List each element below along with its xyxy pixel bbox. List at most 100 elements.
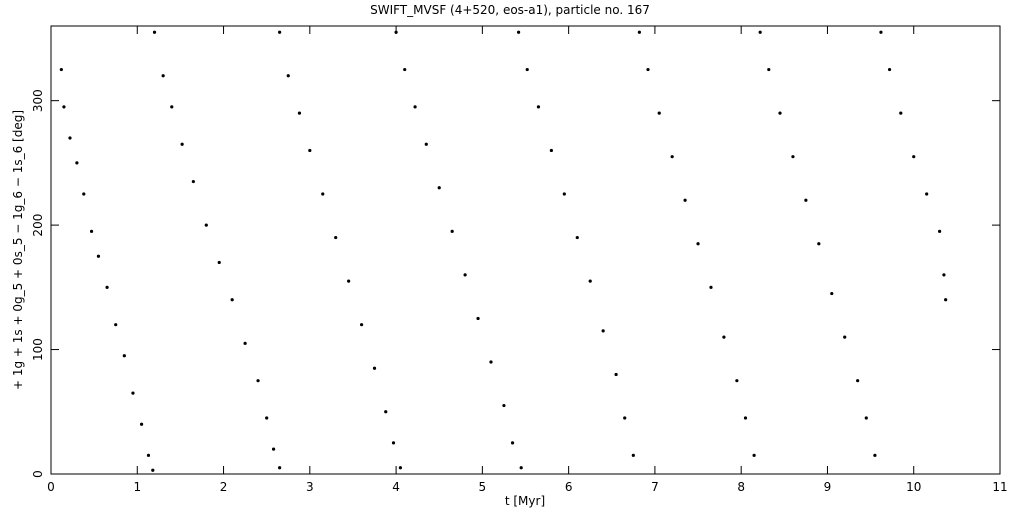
point [256, 379, 260, 383]
point [879, 30, 883, 34]
point [670, 155, 674, 159]
point [82, 192, 86, 196]
point [856, 379, 860, 383]
point [925, 192, 929, 196]
point [575, 235, 579, 240]
point [536, 105, 541, 109]
point [614, 372, 618, 377]
point [297, 111, 302, 115]
y-tick-label: 0 [31, 470, 45, 478]
point [516, 30, 521, 34]
point [151, 468, 155, 472]
point [873, 453, 877, 457]
point [391, 441, 396, 445]
point [646, 67, 650, 72]
point [489, 360, 493, 364]
x-tick-label: 11 [992, 480, 1007, 494]
point [843, 335, 847, 339]
point [271, 447, 276, 451]
point [122, 354, 126, 358]
x-tick-label: 5 [479, 480, 487, 494]
point [899, 111, 903, 115]
point [191, 179, 195, 184]
point [683, 198, 687, 202]
point [778, 111, 782, 115]
x-tick-label: 10 [906, 480, 921, 494]
point [204, 223, 208, 227]
point [105, 285, 109, 289]
point [334, 235, 338, 240]
point [278, 466, 282, 470]
point [450, 229, 454, 233]
point [767, 67, 771, 72]
x-axis-label: t [Myr] [505, 494, 545, 508]
y-tick-label: 300 [31, 89, 45, 112]
point [637, 30, 641, 34]
point [217, 260, 221, 265]
point [476, 316, 480, 321]
point [62, 105, 66, 109]
x-tick-label: 9 [824, 480, 832, 494]
point [588, 279, 592, 283]
point [562, 192, 566, 196]
x-tick-label: 0 [47, 480, 55, 494]
point [623, 416, 627, 420]
point [502, 403, 506, 408]
point [180, 142, 184, 146]
point [631, 453, 635, 457]
point [657, 111, 661, 115]
point [817, 242, 821, 246]
point [942, 273, 946, 277]
point [510, 441, 515, 445]
point [830, 291, 834, 296]
point [139, 422, 144, 426]
point [549, 148, 553, 153]
point [131, 391, 135, 395]
point [96, 254, 101, 258]
point [463, 273, 467, 277]
point [146, 453, 151, 457]
point [161, 74, 165, 78]
point [243, 341, 247, 345]
point [384, 410, 388, 414]
plot-frame [50, 25, 1001, 475]
y-axis-label: + 1g + 1s + 0g_5 + 0s_5 − 1g_6 − 1s_6 [d… [11, 110, 25, 390]
point [170, 105, 174, 109]
point [359, 323, 364, 327]
point [308, 148, 312, 153]
point [398, 466, 403, 470]
point [758, 30, 762, 34]
point [735, 379, 739, 383]
point [804, 198, 808, 202]
point [519, 466, 523, 470]
point [709, 285, 713, 289]
point [89, 229, 94, 233]
point [696, 242, 700, 246]
point [278, 30, 282, 34]
point [59, 67, 63, 72]
point [68, 136, 72, 140]
point [394, 30, 398, 34]
point [265, 416, 269, 420]
x-tick-label: 3 [306, 480, 314, 494]
x-tick-label: 1 [133, 480, 141, 494]
point [372, 366, 377, 370]
point [413, 105, 417, 109]
point [424, 142, 428, 146]
point [114, 323, 118, 327]
point [437, 186, 441, 190]
point [752, 453, 756, 457]
point [321, 192, 325, 196]
point [75, 161, 79, 165]
point [403, 67, 407, 72]
x-tick-label: 2 [220, 480, 228, 494]
y-tick-label: 100 [31, 338, 45, 361]
point [912, 155, 916, 159]
x-tick-label: 8 [737, 480, 745, 494]
point [152, 30, 157, 34]
point [791, 155, 795, 159]
x-tick-label: 4 [392, 480, 400, 494]
y-tick-label: 200 [31, 214, 45, 237]
point [938, 229, 942, 233]
